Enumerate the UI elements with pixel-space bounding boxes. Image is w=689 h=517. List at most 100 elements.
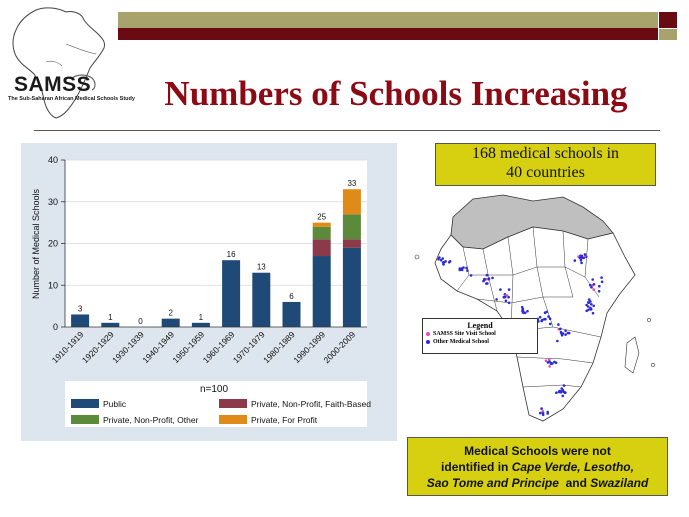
school-dot [578,256,582,260]
school-dot [547,357,551,361]
school-dot [559,327,562,331]
samss-logo [6,4,114,122]
school-dot [558,389,561,393]
blue-dot-icon [426,339,430,344]
note-line1: Medical Schools were not [464,444,611,458]
school-dot [458,267,462,270]
school-dot [580,256,584,259]
school-dot [485,282,488,285]
school-dot [438,256,441,259]
bar-segment [191,322,210,327]
map-legend: Legend SAMSS Site Visit School Other Med… [422,318,538,354]
island-marker [414,254,420,260]
legend-label: Private, Non-Profit, Faith-Based [251,399,371,409]
bar-total-label: 1 [199,313,204,322]
school-dot [600,276,603,279]
school-dot [487,278,491,281]
note-line2-countries: Cape Verde, Lesotho, [511,460,634,474]
bar-segment [342,214,361,240]
school-dot [521,310,524,313]
school-dot [483,278,486,282]
school-dot [538,315,542,319]
bar-segment [312,222,331,227]
map-legend-title: Legend [467,321,493,330]
school-dot [564,333,567,336]
note-line3: Sao Tome and Principe and Swaziland [408,475,667,491]
madagascar-outline [624,336,640,374]
page-title: Numbers of Schools Increasing [164,74,628,113]
school-dot [563,391,567,394]
school-dot [504,299,508,303]
school-dot [590,286,593,289]
school-dot [441,257,444,260]
school-dot [587,301,591,305]
school-dot [585,309,588,313]
school-dot [462,266,465,269]
school-dot [592,283,596,286]
school-dot [543,317,546,321]
school-dot [591,278,594,281]
note-box: Medical Schools were not identified in C… [407,437,668,496]
school-dot [573,259,577,262]
pink-dot-icon [426,331,430,336]
island-marker [647,318,651,322]
bar-segment [312,239,331,257]
school-dot [460,268,464,272]
bar-segment [312,256,331,327]
y-axis: 0 10 20 30 40 [48,155,66,332]
legend-swatch [219,415,247,424]
count-callout: 168 medical schools in 40 countries [435,143,656,186]
school-dot [540,319,543,323]
school-dot [579,258,583,262]
bar-segment [252,272,271,327]
school-dot [561,388,565,392]
header-square-red [659,12,677,28]
n-label: n=100 [200,384,229,395]
school-dot [541,413,545,417]
bar-total-label: 16 [227,250,236,259]
header-bar-olive [118,12,658,28]
school-dot [541,409,544,413]
map-legend-item-other: Other Medical School [423,338,537,346]
school-dot [589,308,593,311]
bar-labels: 3 1 0 2 1 16 13 6 25 33 [78,179,357,326]
school-dot [580,261,583,265]
school-dot [597,290,601,293]
bar-total-label: 0 [138,317,143,326]
school-dot [540,407,543,410]
title-divider [34,130,660,131]
school-dot [507,295,510,299]
chart-panel: 3 1 0 2 1 16 13 6 25 33 0 10 20 30 40 1910-1919 1920-1… [21,143,397,441]
school-dot [548,317,552,320]
x-tick-label: 2000-2009 [321,329,357,365]
map-legend-label: Other Medical School [433,339,489,345]
bar-segment [101,322,120,327]
school-dot [443,260,446,264]
bar-total-label: 13 [257,263,266,272]
school-dot [469,274,473,277]
bar-segment [71,314,90,327]
bar-segment [342,189,361,215]
school-dot [588,283,592,287]
africa-outline-icon [12,7,105,119]
y-tick-label: 0 [53,322,58,332]
school-dot [587,298,591,301]
count-callout-line1: 168 medical schools in [471,145,620,162]
school-dot [546,361,550,364]
school-dot [547,315,550,318]
y-axis-label: Number of Medical Schools [31,188,41,299]
school-dot [590,303,593,306]
bar-segment [161,318,180,327]
note-line3-country1: Sao Tome and Principe [426,476,559,490]
school-dot [439,258,443,262]
y-tick-label: 40 [48,155,58,165]
africa-map [414,194,655,422]
legend-swatch [71,415,99,424]
school-dot [520,305,524,309]
school-dot [559,330,563,334]
bar-segment [342,239,361,248]
school-dot [466,269,469,272]
y-tick-label: 10 [48,280,58,290]
bar-total-label: 3 [78,304,83,313]
bar-total-label: 25 [317,213,326,222]
